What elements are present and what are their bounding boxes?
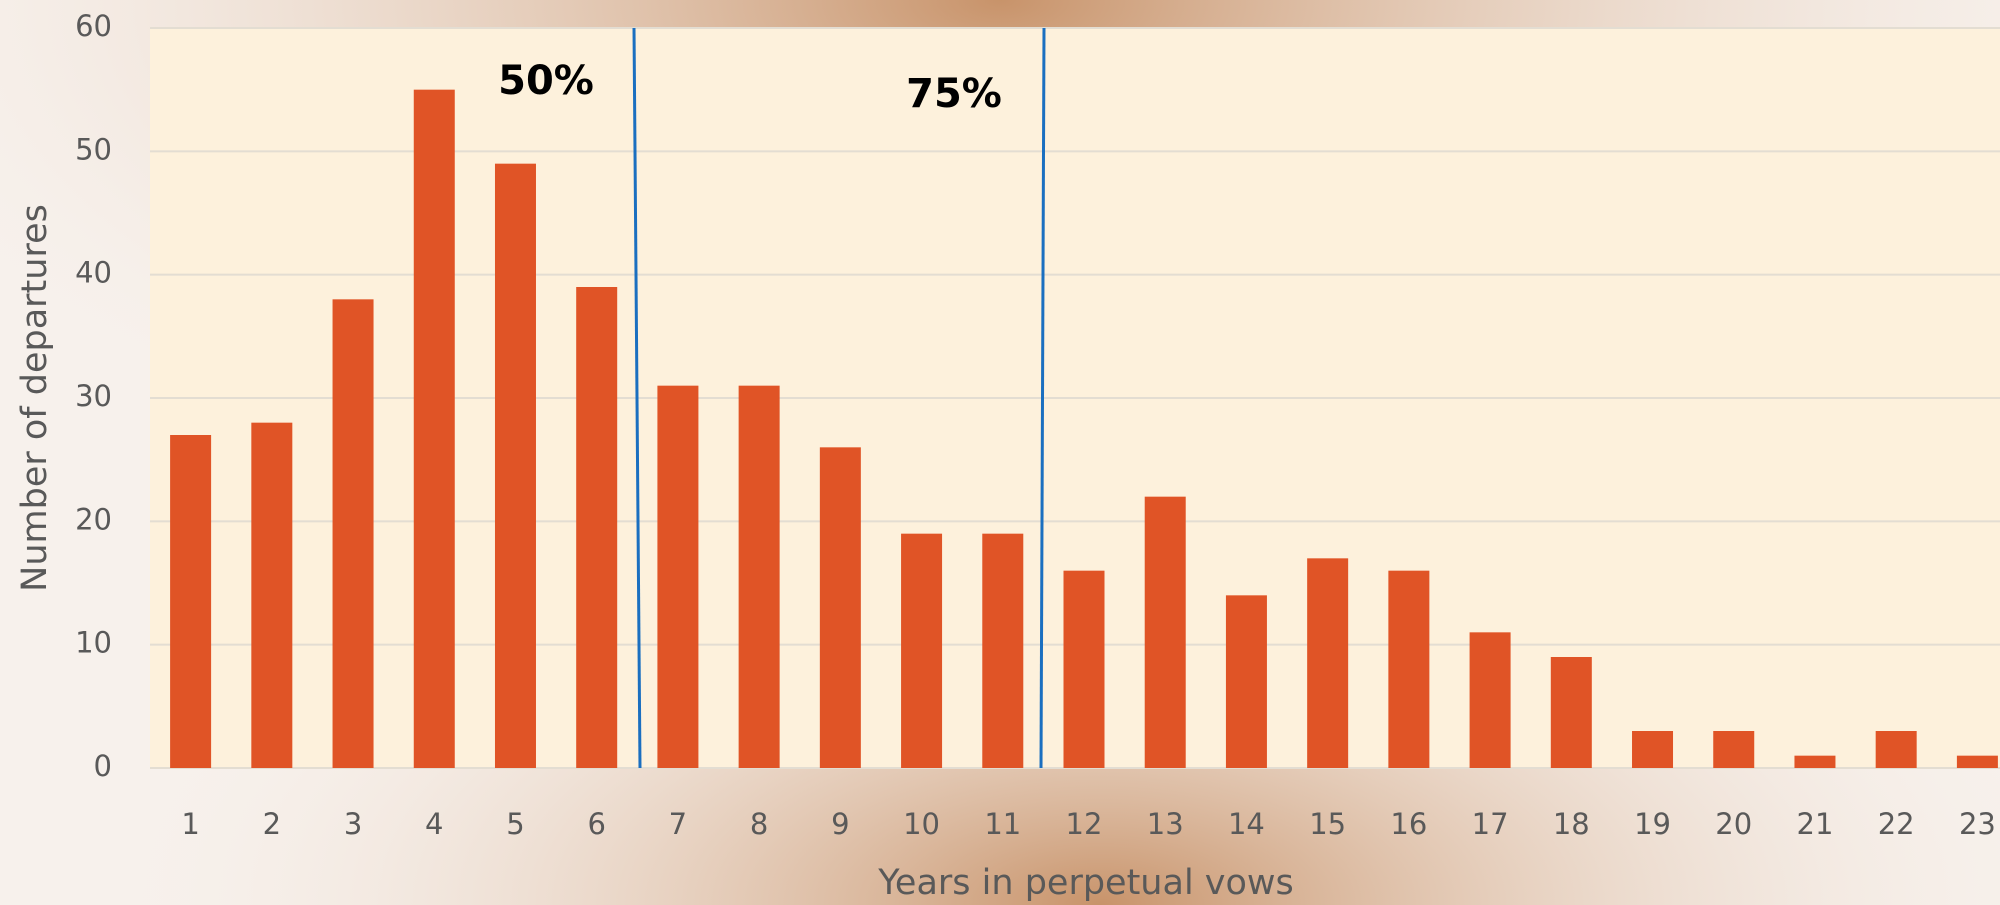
y-axis-label: Number of departures <box>15 204 55 592</box>
x-tick-label: 5 <box>506 807 524 841</box>
bar <box>1632 731 1674 768</box>
bar <box>1307 558 1349 768</box>
annotation-line <box>1039 27 1046 769</box>
x-tick-label: 19 <box>1634 807 1671 841</box>
bar <box>1956 755 1998 768</box>
x-tick-label: 16 <box>1390 807 1427 841</box>
x-tick-label: 21 <box>1797 807 1834 841</box>
y-tick-label: 0 <box>94 749 112 783</box>
bar <box>657 385 699 768</box>
x-tick-label: 2 <box>263 807 281 841</box>
bar <box>1469 632 1511 768</box>
x-tick-label: 4 <box>425 807 443 841</box>
bar <box>251 422 293 768</box>
bar <box>576 287 618 768</box>
x-tick-label: 10 <box>903 807 940 841</box>
bar <box>819 447 861 768</box>
x-tick-label: 13 <box>1147 807 1184 841</box>
x-axis-label: Years in perpetual vows <box>877 863 1294 903</box>
x-tick-label: 7 <box>669 807 687 841</box>
y-tick-label: 40 <box>75 256 112 290</box>
x-tick-label: 14 <box>1228 807 1265 841</box>
bar <box>1794 755 1836 768</box>
x-tick-label: 9 <box>831 807 849 841</box>
bar <box>1875 731 1917 768</box>
y-tick-label: 20 <box>75 502 112 536</box>
annotation-label: 50% <box>498 58 594 104</box>
x-tick-label: 23 <box>1959 807 1996 841</box>
x-tick-label: 3 <box>344 807 362 841</box>
bar <box>901 533 943 768</box>
y-tick-label: 30 <box>75 379 112 413</box>
bar <box>494 163 536 768</box>
x-tick-label: 6 <box>587 807 605 841</box>
bar <box>738 385 780 768</box>
x-tick-label: 1 <box>181 807 199 841</box>
bar <box>170 435 212 768</box>
bar <box>1713 731 1755 768</box>
y-tick-label: 50 <box>75 132 112 166</box>
x-tick-label: 12 <box>1066 807 1103 841</box>
bar <box>1388 570 1430 768</box>
bar <box>1144 496 1186 768</box>
y-tick-label: 10 <box>75 626 112 660</box>
x-tick-label: 15 <box>1309 807 1346 841</box>
bar <box>1063 570 1105 768</box>
annotation-label: 75% <box>906 71 1002 117</box>
bar <box>332 299 374 768</box>
bar <box>413 89 455 768</box>
y-tick-label: 60 <box>75 9 112 43</box>
x-tick-label: 11 <box>984 807 1021 841</box>
bar <box>1550 657 1592 768</box>
x-tick-label: 20 <box>1715 807 1752 841</box>
annotation-line <box>632 27 642 769</box>
x-tick-label: 18 <box>1553 807 1590 841</box>
x-tick-label: 17 <box>1472 807 1509 841</box>
x-tick-label: 8 <box>750 807 768 841</box>
x-tick-label: 22 <box>1878 807 1915 841</box>
bar <box>982 533 1024 768</box>
bar <box>1225 595 1267 768</box>
